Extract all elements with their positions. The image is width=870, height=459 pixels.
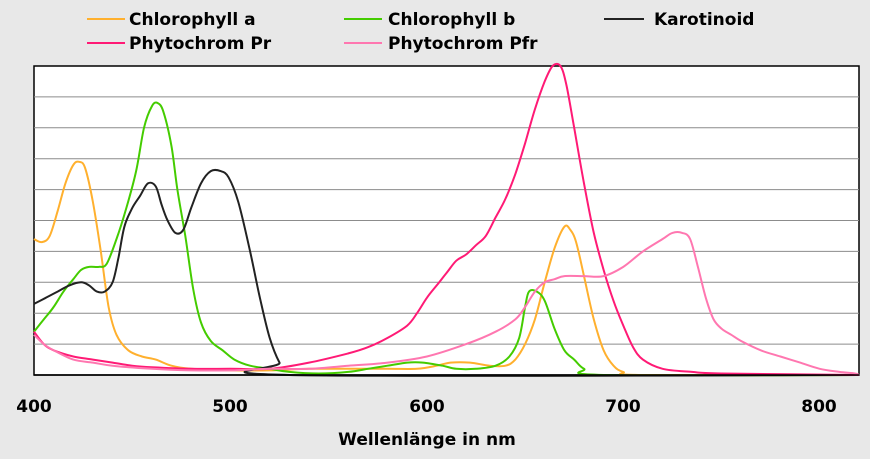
legend-label-chlorophyll-b: Chlorophyll b — [388, 10, 515, 30]
legend-item-chlorophyll-a: Chlorophyll a — [87, 10, 256, 30]
series-line-phytochrom-pr — [33, 62, 860, 376]
legend-label-chlorophyll-a: Chlorophyll a — [129, 10, 256, 30]
legend-label-phytochrom-pfr: Phytochrom Pfr — [388, 34, 538, 54]
gridlines — [34, 96, 859, 345]
x-tick-label: 800 — [801, 397, 837, 417]
x-tick-label: 400 — [16, 397, 52, 417]
x-tick-label: 700 — [605, 397, 641, 417]
legend-label-phytochrom-pr: Phytochrom Pr — [129, 34, 272, 54]
legend-item-karotinoid: Karotinoid — [604, 10, 754, 30]
x-tick-label: 600 — [409, 397, 445, 417]
legend: Chlorophyll a Chlorophyll b Karotinoid P… — [87, 10, 754, 54]
legend-item-phytochrom-pr: Phytochrom Pr — [87, 34, 272, 54]
legend-item-chlorophyll-b: Chlorophyll b — [344, 10, 515, 30]
series-layer — [33, 62, 860, 377]
x-axis-ticks: 400 500 600 700 800 — [16, 397, 837, 417]
series-line-phytochrom-pfr — [33, 231, 860, 376]
x-tick-label: 500 — [212, 397, 248, 417]
legend-item-phytochrom-pfr: Phytochrom Pfr — [344, 34, 538, 54]
x-axis-title: Wellenlänge in nm — [338, 430, 516, 450]
series-line-karotinoid — [33, 168, 860, 377]
series-line-chlorophyll-a — [33, 160, 860, 377]
legend-label-karotinoid: Karotinoid — [654, 10, 754, 30]
